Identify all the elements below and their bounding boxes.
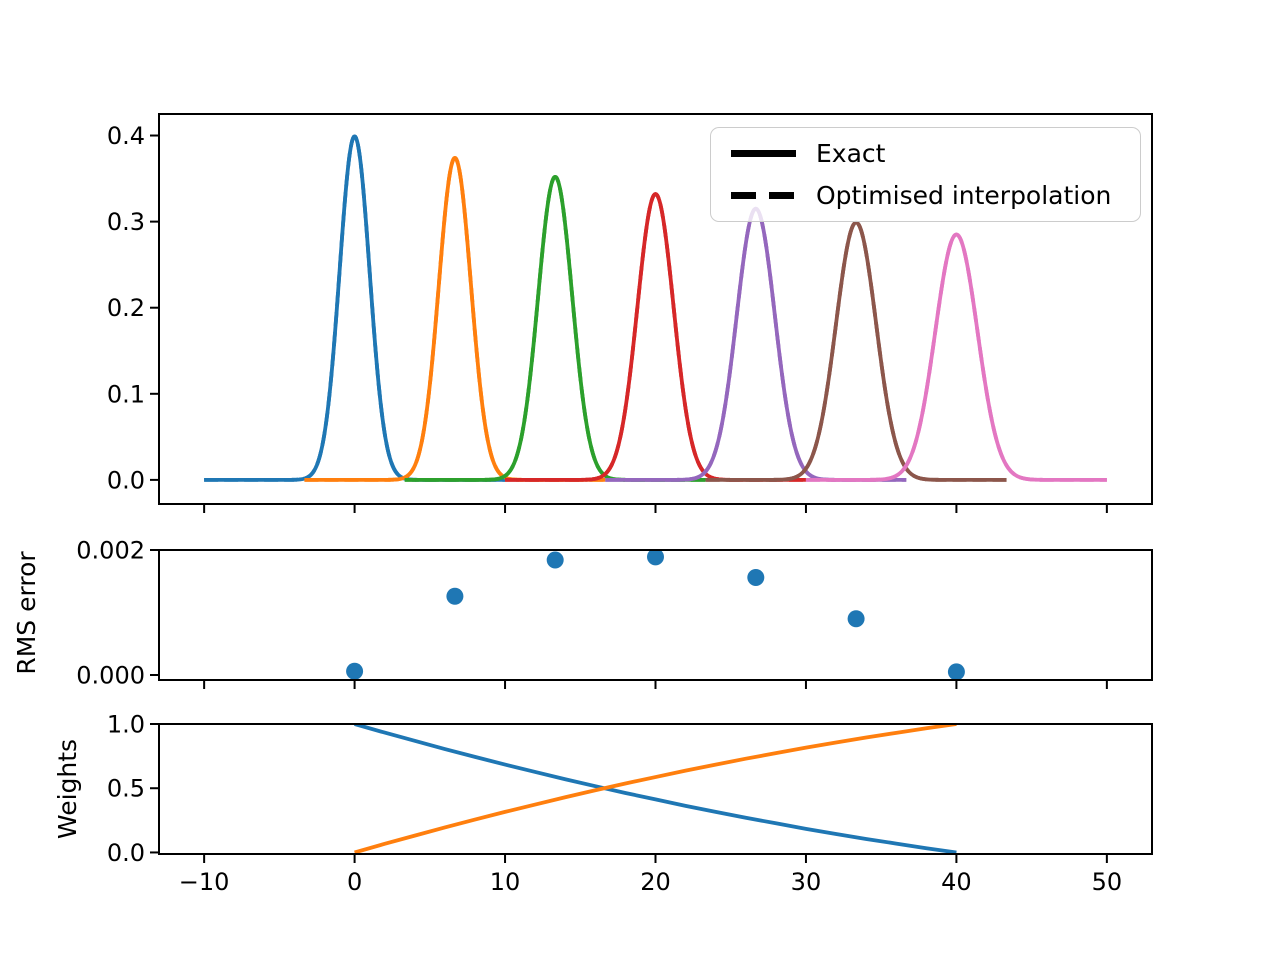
gaussian-3-solid-curve <box>403 174 707 482</box>
gaussian-1-dashed-curve <box>202 134 507 482</box>
dashed-line-sample-icon <box>731 192 796 199</box>
y-tick-label: 0.5 <box>107 775 145 803</box>
legend-entry-exact: Exact <box>723 137 1128 171</box>
rms-error-point <box>647 550 664 566</box>
x-tick-label: 30 <box>791 868 822 896</box>
plot-area-rms-error <box>346 550 965 680</box>
x-tick-label: 10 <box>490 868 521 896</box>
plot-area-weights <box>354 724 957 854</box>
y-tick-label: 0.4 <box>107 122 145 150</box>
rms-error-point <box>546 551 564 569</box>
rms-error-point <box>346 662 364 680</box>
gaussian-5-dashed-curve <box>604 206 908 482</box>
plot-area-densities <box>202 134 1109 482</box>
weight-1-solid-curve <box>354 724 957 854</box>
x-tick-label: 20 <box>640 868 671 896</box>
x-tick-label: 40 <box>941 868 972 896</box>
gaussian-6-solid-curve <box>704 220 1008 482</box>
rms-error-axis-label: RMS error <box>12 551 41 675</box>
y-tick-label: 0.3 <box>107 208 145 236</box>
legend-label-exact: Exact <box>816 139 886 168</box>
y-tick-label: 0.002 <box>76 537 145 565</box>
axes-frame-weights <box>158 723 1153 855</box>
y-tick-label: 0.000 <box>76 662 145 690</box>
gaussian-4-solid-curve <box>503 192 808 482</box>
rms-error-point <box>446 587 464 605</box>
legend-entry-optimised-interpolation: Optimised interpolation <box>723 179 1128 213</box>
gaussian-7-solid-curve <box>804 232 1109 482</box>
x-tick-label: −10 <box>179 868 230 896</box>
axes-frame-rms-error <box>158 549 1153 681</box>
weights-axis-label: Weights <box>53 738 82 840</box>
y-tick-label: 0.2 <box>107 294 145 322</box>
y-tick-label: 0.0 <box>107 839 145 867</box>
y-tick-label: 0.0 <box>107 466 145 494</box>
gaussian-4-dashed-curve <box>503 192 808 482</box>
gaussian-3-dashed-curve <box>403 174 707 482</box>
gaussian-6-dashed-curve <box>704 220 1008 482</box>
legend-label-optimised-interpolation: Optimised interpolation <box>816 181 1112 210</box>
gaussian-2-solid-curve <box>303 156 607 482</box>
panel-rms-error: 0.000 0.002 <box>76 537 1153 690</box>
rms-error-point <box>747 569 765 586</box>
y-tick-label: 1.0 <box>107 711 145 739</box>
gaussian-5-solid-curve <box>604 206 908 482</box>
legend: Exact Optimised interpolation <box>710 127 1141 222</box>
x-tick-label: 0 <box>347 868 362 896</box>
weight-2-solid-curve <box>354 724 957 854</box>
gaussian-2-dashed-curve <box>303 156 607 482</box>
panel-weights: −10 0 10 20 30 40 50 0.0 0.5 1.0 <box>107 711 1153 896</box>
gaussian-7-dashed-curve <box>804 232 1109 482</box>
y-tick-label: 0.1 <box>107 380 145 408</box>
rms-error-point <box>947 663 965 680</box>
solid-line-sample-icon <box>731 150 796 157</box>
rms-error-point <box>847 610 865 628</box>
gaussian-1-solid-curve <box>202 134 507 482</box>
x-tick-label: 50 <box>1092 868 1123 896</box>
panel-densities: 0.0 0.1 0.2 0.3 0.4 <box>107 113 1153 513</box>
